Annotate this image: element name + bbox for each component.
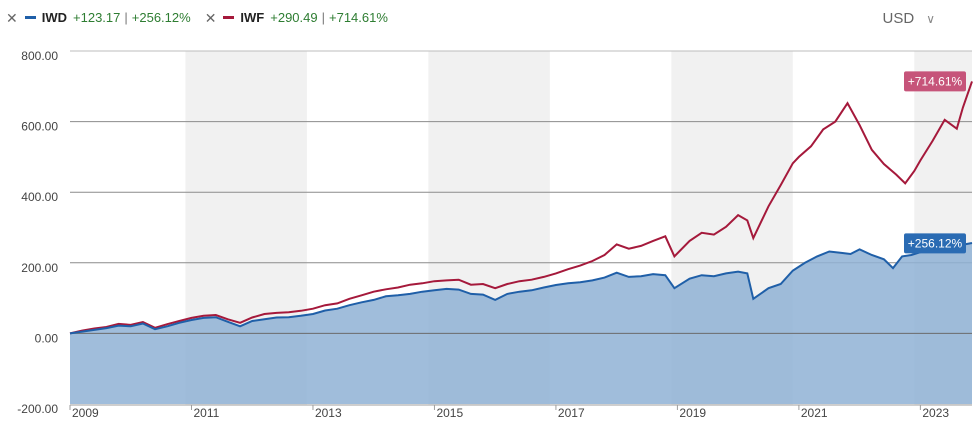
iwd-end-label-bg xyxy=(904,233,966,254)
legend-change-abs: +290.49 xyxy=(270,10,318,25)
x-tick-label: 2013 xyxy=(315,406,342,420)
area-iwd xyxy=(70,243,972,404)
iwd-end-label: +256.12% xyxy=(908,236,963,250)
legend-separator: | xyxy=(321,10,325,25)
legend-change-pct: +714.61% xyxy=(329,10,388,25)
line-iwf xyxy=(69,81,973,335)
y-tick-label: -200.00 xyxy=(17,402,58,416)
x-tick-label: 2009 xyxy=(72,406,99,420)
legend-separator: | xyxy=(124,10,128,25)
x-tick-label: 2011 xyxy=(193,406,219,420)
currency-selector[interactable]: USD ∨ xyxy=(883,10,935,27)
y-tick-label: 200.00 xyxy=(21,261,58,275)
x-tick-label: 2019 xyxy=(679,406,706,420)
legend-item-iwd: ✕ IWD +123.17 | +256.12% xyxy=(6,10,191,25)
legend-change-abs: +123.17 xyxy=(73,10,121,25)
legend-item-iwf: ✕ IWF +290.49 | +714.61% xyxy=(205,10,388,25)
x-tick-label: 2015 xyxy=(436,406,463,420)
chevron-down-icon: ∨ xyxy=(926,11,935,26)
series-swatch-iwd xyxy=(24,16,36,19)
x-tick-label: 2023 xyxy=(922,406,949,420)
close-icon[interactable]: ✕ xyxy=(6,9,18,26)
x-tick-label: 2021 xyxy=(801,406,828,420)
iwf-end-label: +714.61% xyxy=(908,74,963,88)
y-tick-label: 400.00 xyxy=(21,190,58,204)
y-tick-label: 800.00 xyxy=(21,49,58,63)
close-icon[interactable]: ✕ xyxy=(204,9,217,26)
legend-ticker[interactable]: IWD xyxy=(41,10,68,25)
legend-ticker[interactable]: IWF xyxy=(240,10,265,25)
legend-change-pct: +256.12% xyxy=(131,10,191,25)
series-swatch-iwf xyxy=(223,16,235,19)
chart-legend: ✕ IWD +123.17 | +256.12% ✕ IWF +290.49 |… xyxy=(6,10,402,25)
currency-label: USD xyxy=(882,10,915,27)
line-iwd xyxy=(69,242,973,335)
y-tick-label: 0.00 xyxy=(35,331,59,345)
iwf-end-label-bg xyxy=(904,71,966,92)
y-tick-label: 600.00 xyxy=(21,120,58,134)
x-tick-label: 2017 xyxy=(558,406,585,420)
